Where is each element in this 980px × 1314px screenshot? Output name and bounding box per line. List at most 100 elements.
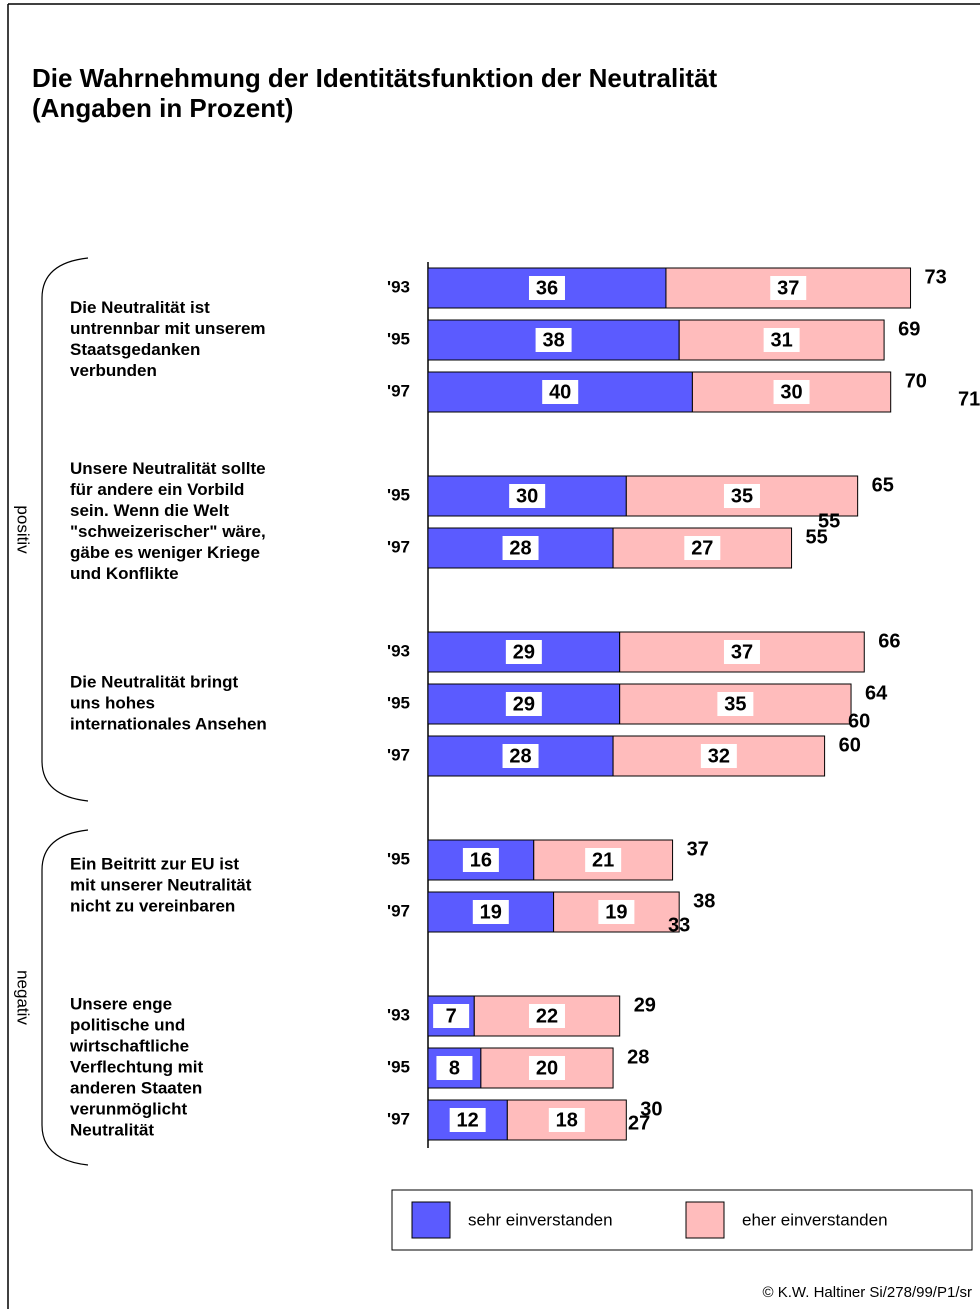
value-label-box [773,380,810,404]
value-label-box [502,744,539,768]
row-label: '93 [387,277,410,296]
group-label: Unsere enge [70,994,172,1013]
group-label: anderen Staaten [70,1078,202,1097]
chart-subtitle: (Angaben in Prozent) [32,93,293,123]
value-label: 29 [513,693,535,715]
value-label: 19 [480,901,502,923]
value-label-box [763,328,800,352]
legend-swatch [685,1201,725,1239]
value-label-box [502,536,539,560]
value-label-box [509,484,546,508]
group-label: und Konflikte [70,564,179,583]
value-label: 29 [513,641,535,663]
value-label: 19 [605,901,627,923]
value-label-box [542,380,579,404]
total-label: 65 [872,474,894,496]
row-label: '93 [387,1005,410,1024]
value-label-box [700,744,737,768]
total-label: 55 [806,526,828,548]
value-label-box [535,328,572,352]
legend-swatch [411,1201,451,1239]
group-label: sein. Wenn die Welt [70,501,229,520]
value-label-box [585,848,622,872]
group-label: Unsere Neutralität sollte [70,459,266,478]
value-label: 21 [592,849,614,871]
value-label: 36 [536,277,558,299]
value-label-box [505,692,542,716]
annotation: 55 [818,510,840,532]
group-label: mit unserer Neutralität [70,875,252,894]
value-label: 30 [516,485,538,507]
value-label-box [436,1056,473,1080]
value-label-box [717,692,754,716]
annotation: 33 [668,914,690,936]
value-label-box [684,536,721,560]
value-label-box [528,1004,565,1028]
total-label: 69 [898,318,920,340]
row-label: '97 [387,381,410,400]
total-label: 37 [687,838,709,860]
value-label: 8 [449,1057,460,1079]
value-label: 20 [536,1057,558,1079]
group-label: nicht zu vereinbaren [70,896,235,915]
group-label: untrennbar mit unserem [70,319,266,338]
value-label: 28 [509,745,531,767]
value-label-box [472,900,509,924]
group-label: Die Neutralität bringt [70,672,238,691]
section-label: negativ [14,970,33,1025]
group-label: für andere ein Vorbild [70,480,244,499]
row-label: '95 [387,693,410,712]
value-label-box [528,1056,565,1080]
total-label: 28 [627,1046,649,1068]
group-label: politische und [70,1015,185,1034]
value-label: 40 [549,381,571,403]
row-label: '93 [387,641,410,660]
value-label-box [528,276,565,300]
total-label: 66 [878,630,900,652]
section-bracket [41,829,89,1166]
annotation: 27 [628,1112,650,1134]
group-label: uns hohes [70,693,155,712]
value-label: 32 [708,745,730,767]
group-label: verunmöglicht [70,1099,187,1118]
value-label: 18 [556,1109,578,1131]
value-label: 12 [457,1109,479,1131]
value-label-box [505,640,542,664]
value-label-box [770,276,807,300]
value-label: 22 [536,1005,558,1027]
group-label: Verflechtung mit [70,1057,204,1076]
legend [391,1189,973,1251]
value-label: 31 [771,329,793,351]
group-label: "schweizerischer" wäre, [70,522,266,541]
section-bracket [41,257,89,802]
bar-segment [427,839,535,881]
group-label: Die Neutralität ist [70,298,210,317]
row-label: '97 [387,537,410,556]
value-label-box [449,1108,486,1132]
value-label: 30 [780,381,802,403]
group-label: wirtschaftliche [69,1036,189,1055]
row-label: '95 [387,329,410,348]
total-label: 64 [865,682,888,704]
row-label: '97 [387,745,410,764]
legend-label: sehr einverstanden [468,1210,613,1229]
annotation: 60 [848,710,870,732]
value-label: 7 [446,1005,457,1027]
annotation: 71 [958,388,980,410]
value-label: 37 [777,277,799,299]
footer: © K.W. Haltiner Si/278/99/P1/sr [763,1284,972,1301]
total-label: 29 [634,994,656,1016]
value-label: 27 [691,537,713,559]
row-label: '95 [387,849,410,868]
total-label: 73 [925,266,947,288]
value-label-box [723,640,760,664]
total-label: 60 [839,734,861,756]
row-label: '97 [387,1109,410,1128]
total-label: 70 [905,370,927,392]
group-label: Staatsgedanken [70,340,200,359]
legend-label: eher einverstanden [742,1210,888,1229]
total-label: 30 [640,1098,662,1120]
value-label-box [433,1004,470,1028]
